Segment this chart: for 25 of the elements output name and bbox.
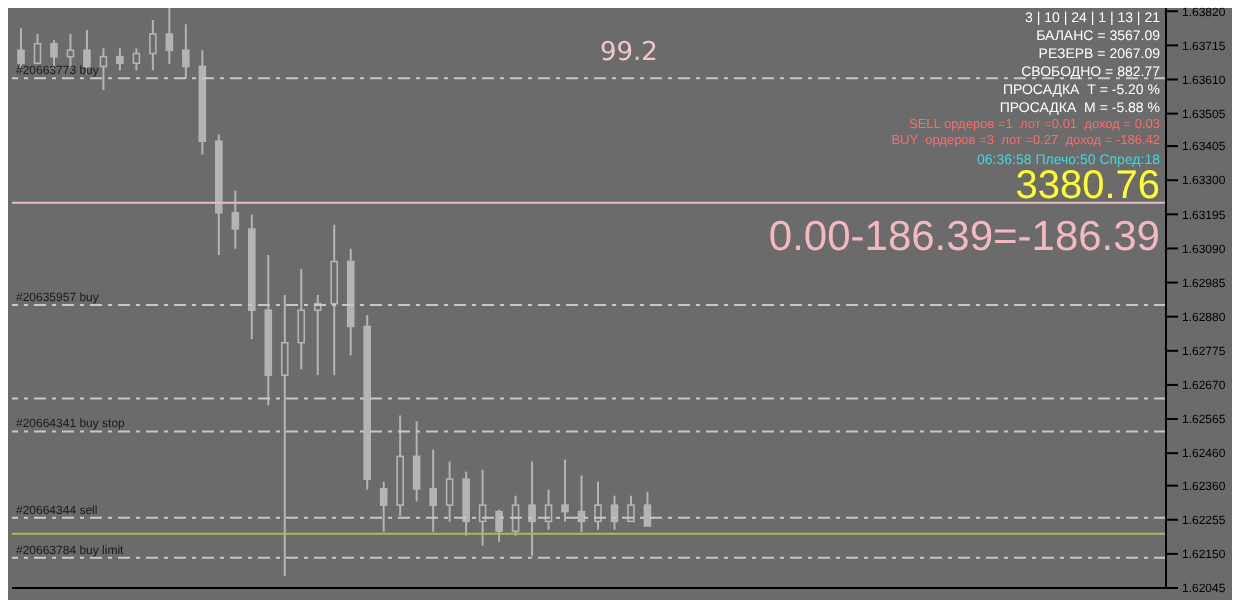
candlestick xyxy=(561,458,569,523)
candlestick xyxy=(445,460,454,523)
candlestick xyxy=(627,494,635,523)
candlestick xyxy=(132,47,141,72)
candlestick xyxy=(231,189,240,250)
candlestick xyxy=(643,490,652,527)
annotation: 3380.76 xyxy=(1015,164,1160,208)
candlestick xyxy=(462,470,470,537)
candlestick xyxy=(182,23,190,80)
annotation: 99.2 xyxy=(600,38,658,68)
candlestick xyxy=(412,420,421,503)
candlestick xyxy=(165,8,174,66)
candlestick xyxy=(297,267,306,371)
candlestick xyxy=(379,480,388,533)
candlestick xyxy=(330,223,339,377)
candlestick xyxy=(495,508,503,543)
candlestick xyxy=(594,480,602,531)
candlestick xyxy=(99,47,108,92)
annotation: 0.00-186.39=-186.39 xyxy=(768,214,1160,260)
candlestick xyxy=(33,32,42,66)
candlestick xyxy=(116,47,124,72)
candlestick xyxy=(429,448,437,533)
candlestick xyxy=(280,293,289,577)
candlestick xyxy=(149,19,157,72)
candlestick xyxy=(528,460,536,557)
